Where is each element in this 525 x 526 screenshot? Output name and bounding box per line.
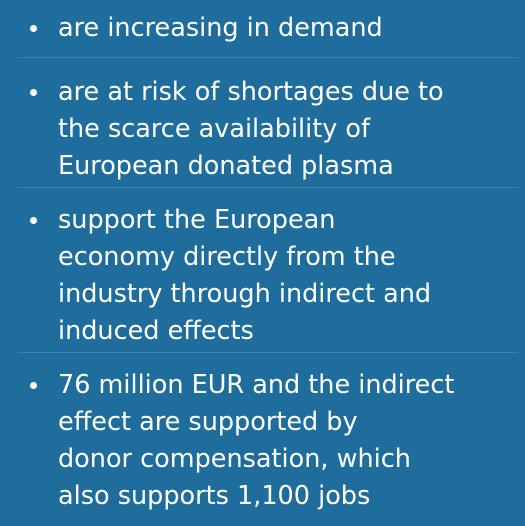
bullet-text: also supports 1,100 jobs [58,481,371,511]
bullet-item: are increasing in demand [0,10,525,47]
bullet-item: support the European economy directly fro… [0,202,525,350]
bullet-text: industry through indirect and [58,279,432,309]
divider [18,187,518,188]
bullet-text: the scarce availability of [58,114,370,144]
bullet-dot [30,89,37,96]
bullet-text: 76 million EUR and the indirect [58,370,455,400]
bullet-text: effect are supported by [58,407,358,437]
bullet-text: economy directly from the [58,242,396,272]
bullet-item: 76 million EUR and the indirect effect ar… [0,367,525,515]
bullet-dot [30,25,37,32]
bullet-text: support the European [58,205,336,235]
bullet-text: donor compensation, which [58,444,411,474]
divider [18,57,518,58]
bullet-item: are at risk of shortages due to the scarc… [0,74,525,185]
bullet-text: European donated plasma [58,151,394,181]
bullet-text: are at risk of shortages due to [58,77,444,107]
divider [18,352,518,353]
bullet-dot [30,217,37,224]
bullet-text: induced effects [58,316,254,346]
bullet-dot [30,382,37,389]
bullet-text: are increasing in demand [58,13,383,43]
